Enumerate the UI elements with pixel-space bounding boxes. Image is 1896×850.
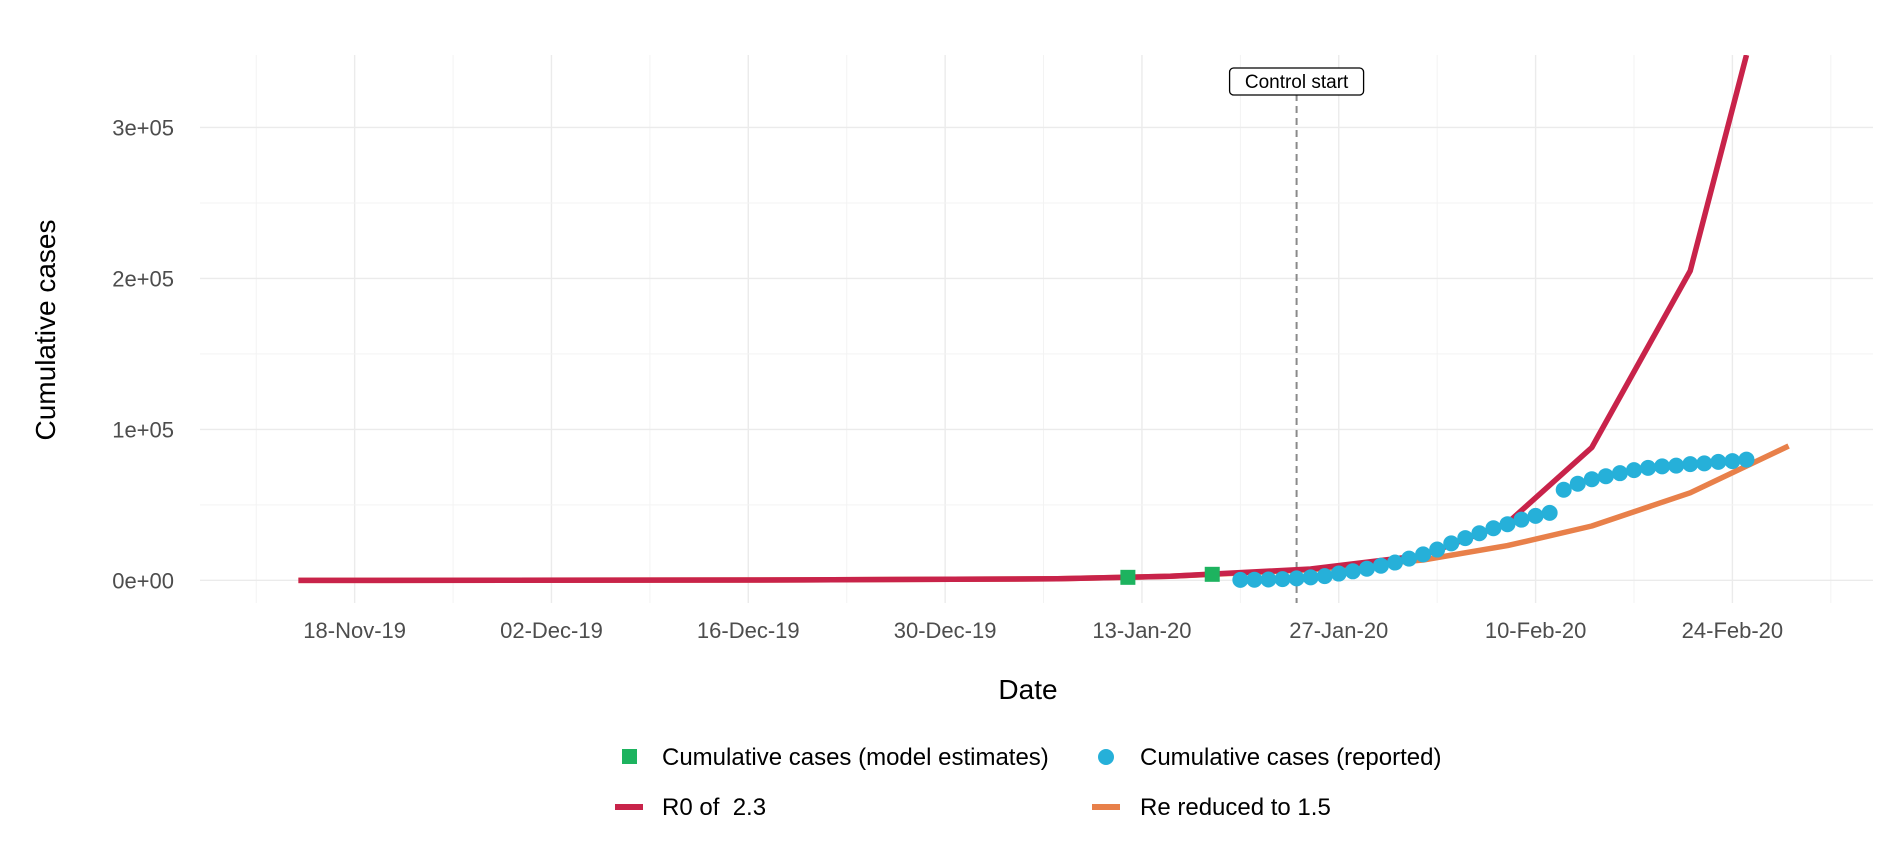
reported-case-point bbox=[1260, 571, 1277, 588]
reported-case-point bbox=[1738, 451, 1755, 468]
x-tick-label: 13-Jan-20 bbox=[1092, 618, 1191, 643]
reported-case-point bbox=[1344, 563, 1361, 580]
x-tick-label: 30-Dec-19 bbox=[894, 618, 997, 643]
reported-case-point bbox=[1358, 560, 1375, 577]
reported-case-point bbox=[1696, 455, 1713, 472]
reported-case-point bbox=[1415, 546, 1432, 563]
x-tick-label: 24-Feb-20 bbox=[1682, 618, 1784, 643]
reported-case-point bbox=[1724, 453, 1741, 470]
y-axis-title: Cumulative cases bbox=[30, 220, 61, 441]
x-tick-label: 02-Dec-19 bbox=[500, 618, 603, 643]
x-tick-label: 18-Nov-19 bbox=[303, 618, 406, 643]
reported-case-point bbox=[1541, 504, 1558, 521]
reported-case-point bbox=[1611, 465, 1628, 482]
grid-layer bbox=[200, 55, 1873, 603]
reported-case-point bbox=[1583, 471, 1600, 488]
reported-case-point bbox=[1471, 525, 1488, 542]
reported-case-point bbox=[1597, 468, 1614, 485]
y-tick-label: 0e+00 bbox=[112, 568, 174, 593]
reported-case-point bbox=[1302, 569, 1319, 586]
reported-case-point bbox=[1429, 541, 1446, 558]
legend-item-re-reduced: Re reduced to 1.5 bbox=[1092, 794, 1331, 821]
reported-case-point bbox=[1682, 456, 1699, 473]
legend-item-model-estimates: Cumulative cases (model estimates) bbox=[622, 744, 1049, 771]
reported-case-point bbox=[1555, 481, 1572, 498]
legend-label-reported: Cumulative cases (reported) bbox=[1140, 744, 1441, 771]
reported-case-point bbox=[1372, 557, 1389, 574]
reported-case-point bbox=[1668, 457, 1685, 474]
reported-case-point bbox=[1288, 570, 1305, 587]
legend-key-blue-circle bbox=[1098, 749, 1114, 765]
series-layer bbox=[298, 55, 1790, 588]
x-tick-label: 27-Jan-20 bbox=[1289, 618, 1388, 643]
legend-label-r0: R0 of 2.3 bbox=[662, 794, 766, 821]
legend: Cumulative cases (model estimates) Cumul… bbox=[615, 744, 1441, 821]
legend-item-r0: R0 of 2.3 bbox=[615, 794, 766, 821]
reported-case-point bbox=[1316, 568, 1333, 585]
reported-case-point bbox=[1330, 565, 1347, 582]
reported-case-point bbox=[1640, 459, 1657, 476]
legend-label-model-estimates: Cumulative cases (model estimates) bbox=[662, 744, 1049, 771]
legend-item-reported: Cumulative cases (reported) bbox=[1098, 744, 1441, 771]
x-tick-label: 10-Feb-20 bbox=[1485, 618, 1587, 643]
y-tick-label: 3e+05 bbox=[112, 115, 174, 140]
reported-case-point bbox=[1513, 511, 1530, 528]
reported-case-point bbox=[1710, 453, 1727, 470]
control-start-label: Control start bbox=[1245, 72, 1349, 93]
series-line-2 bbox=[298, 55, 1750, 584]
y-tick-label: 2e+05 bbox=[112, 266, 174, 291]
reported-case-point bbox=[1443, 535, 1460, 552]
reported-case-point bbox=[1232, 571, 1249, 588]
model-estimate-point bbox=[1120, 569, 1136, 585]
reported-case-point bbox=[1401, 550, 1418, 567]
reported-case-point bbox=[1485, 520, 1502, 537]
reported-case-point bbox=[1246, 571, 1263, 588]
legend-key-green-square bbox=[622, 749, 637, 764]
reported-case-point bbox=[1387, 554, 1403, 571]
x-axis-title: Date bbox=[998, 674, 1057, 705]
reported-case-point bbox=[1654, 458, 1671, 475]
reported-case-point bbox=[1626, 462, 1642, 479]
x-axis-tick-labels: 18-Nov-19 02-Dec-19 16-Dec-19 30-Dec-19 13-J… bbox=[303, 618, 1783, 643]
reported-case-point bbox=[1569, 475, 1586, 492]
y-axis-tick-labels: 0e+00 1e+05 2e+05 3e+05 bbox=[112, 115, 174, 593]
annotation-layer: Control start bbox=[1228, 67, 1365, 603]
legend-label-re-reduced: Re reduced to 1.5 bbox=[1140, 794, 1331, 821]
x-tick-label: 16-Dec-19 bbox=[697, 618, 800, 643]
control-start-label-box bbox=[1228, 67, 1365, 96]
reported-case-point bbox=[1457, 530, 1474, 547]
y-tick-label: 1e+05 bbox=[112, 417, 174, 442]
model-estimate-point bbox=[1204, 566, 1220, 582]
reported-case-point bbox=[1527, 507, 1544, 524]
reported-case-point bbox=[1499, 516, 1516, 533]
reported-case-point bbox=[1274, 571, 1291, 588]
